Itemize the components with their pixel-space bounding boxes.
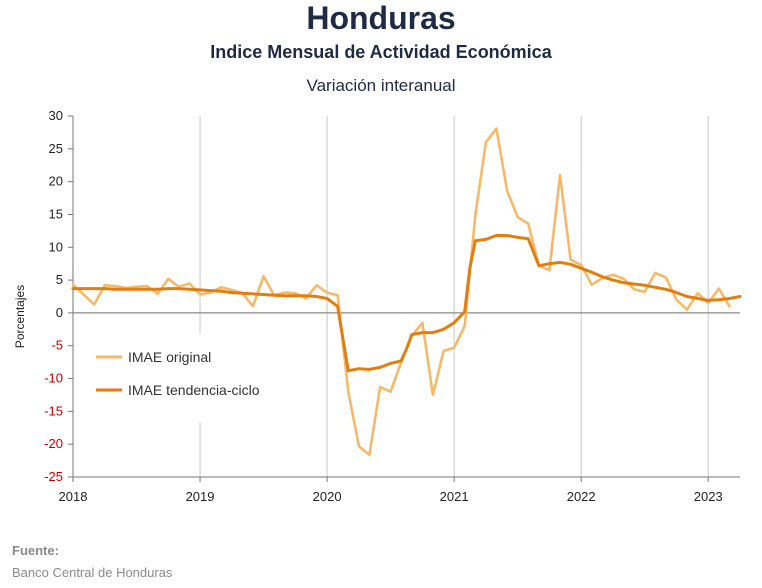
y-axis-ticks: 30 25 20 15 10 5 0 -5 -10 -15 -20 -25 bbox=[44, 108, 73, 484]
x-tick-label: 2020 bbox=[313, 489, 342, 504]
chart-subsubtitle: Variación interanual bbox=[306, 76, 456, 95]
legend-box bbox=[74, 334, 296, 422]
y-tick-label: 20 bbox=[49, 174, 63, 189]
y-tick-label: -25 bbox=[44, 469, 63, 484]
legend: IMAE original IMAE tendencia-ciclo bbox=[74, 334, 296, 422]
source-label: Fuente: bbox=[12, 543, 59, 558]
series-line-imae-tendencia-ciclo bbox=[71, 234, 742, 373]
y-tick-label: 25 bbox=[49, 141, 63, 156]
y-tick-label: -15 bbox=[44, 403, 63, 418]
x-tick-label: 2022 bbox=[567, 489, 596, 504]
legend-label-imae-tendencia-ciclo: IMAE tendencia-ciclo bbox=[128, 382, 260, 398]
y-tick-label: -5 bbox=[51, 338, 63, 353]
source-text: Banco Central de Honduras bbox=[12, 565, 173, 580]
chart-title: Honduras bbox=[306, 0, 456, 36]
y-tick-label: 15 bbox=[49, 206, 63, 221]
chart-subtitle: Indice Mensual de Actividad Económica bbox=[210, 42, 552, 62]
x-tick-label: 2021 bbox=[440, 489, 469, 504]
y-tick-label: 10 bbox=[49, 239, 63, 254]
y-tick-label: -20 bbox=[44, 436, 63, 451]
x-tick-label: 2019 bbox=[186, 489, 215, 504]
y-tick-label: -10 bbox=[44, 371, 63, 386]
axes bbox=[72, 116, 740, 478]
legend-label-imae-original: IMAE original bbox=[128, 349, 211, 365]
grid-lines bbox=[199, 116, 709, 477]
x-axis-ticks: 2018 2019 2020 2021 2022 2023 bbox=[59, 477, 723, 504]
x-tick-label: 2023 bbox=[694, 489, 723, 504]
y-axis-label: Porcentajes bbox=[13, 285, 27, 348]
x-tick-label: 2018 bbox=[59, 489, 88, 504]
y-tick-label: 0 bbox=[56, 305, 63, 320]
y-tick-label: 30 bbox=[49, 108, 63, 123]
series-group bbox=[71, 127, 742, 457]
y-tick-label: 5 bbox=[56, 272, 63, 287]
